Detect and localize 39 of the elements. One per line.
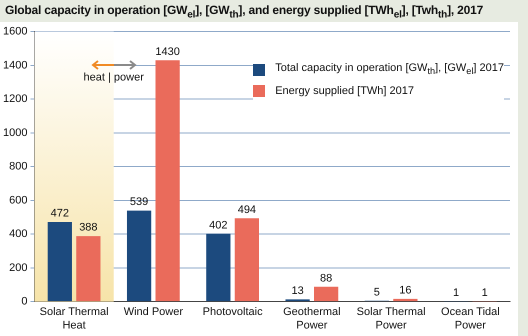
y-tick-label: 800: [9, 160, 28, 173]
data-label: 1: [453, 286, 460, 299]
x-tick-label: Geothermal Power: [283, 306, 341, 332]
legend-label: Energy supplied [TWh] 2017: [275, 84, 414, 100]
annotation: heat | power: [84, 72, 144, 84]
x-tick-label: Photovoltaic: [202, 306, 264, 318]
bar: [234, 218, 259, 302]
y-tick-label: 0: [21, 296, 28, 308]
data-label: 402: [209, 219, 228, 232]
x-tick-label: Ocean Tidal Power: [441, 306, 500, 332]
x-tick-label: Solar Thermal Power: [356, 306, 426, 332]
chart-title: Global capacity in operation [GW$_{el}$], [GW$_{th}$], and energy supplied [TWh$_{el}$], [Twh$_{th}$], 2017: [5, 3, 484, 20]
bar: [314, 286, 338, 302]
legend-label: Total capacity in operation [GW$_{th}$], [GW$_{el}$] 2017: [275, 61, 504, 78]
data-label: 1430: [155, 46, 180, 58]
y-tick-label: 1600: [2, 26, 28, 38]
y-tick-label: 400: [9, 228, 28, 240]
data-label: 5: [374, 286, 380, 298]
y-tick-label: 1200: [2, 93, 28, 106]
data-label: 16: [399, 284, 412, 296]
data-label: 1: [482, 286, 488, 299]
data-label: 88: [320, 272, 332, 284]
x-tick-label: Wind Power: [124, 306, 184, 318]
data-label: 494: [238, 204, 256, 216]
data-label: 472: [50, 207, 70, 220]
data-label: 539: [130, 196, 148, 208]
x-tick-label: Solar Thermal Heat: [40, 306, 109, 332]
bar: [126, 210, 152, 302]
data-label: 388: [79, 222, 98, 234]
bar: [155, 60, 180, 302]
y-tick-label: 1400: [2, 59, 28, 72]
y-tick-label: 200: [9, 262, 28, 274]
bar: [393, 298, 418, 302]
bar: [48, 222, 72, 302]
bar: [206, 234, 230, 302]
bar: [76, 236, 100, 302]
y-tick-label: 1000: [2, 126, 28, 139]
y-tick-label: 600: [9, 194, 28, 206]
data-label: 13: [291, 284, 304, 297]
